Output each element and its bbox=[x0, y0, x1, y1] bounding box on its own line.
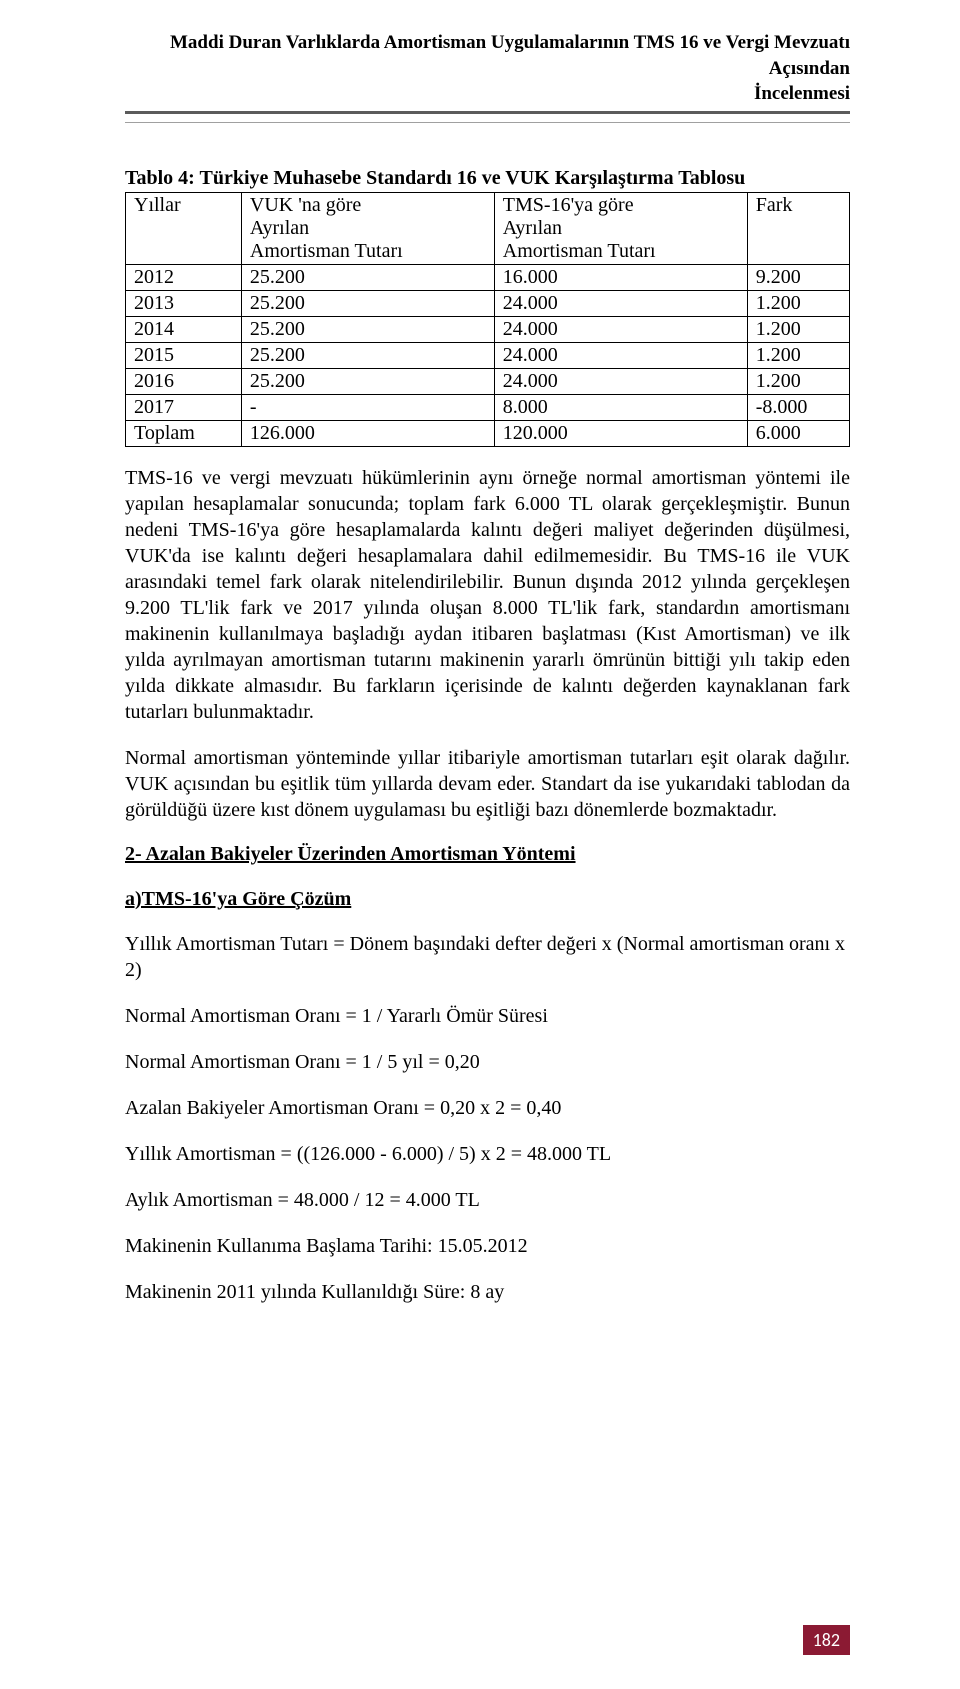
cell-fark: -8.000 bbox=[747, 394, 849, 420]
cell-fark: 1.200 bbox=[747, 342, 849, 368]
equation-line-6: Aylık Amortisman = 48.000 / 12 = 4.000 T… bbox=[125, 1187, 850, 1213]
col-header-vuk-l1: VUK 'na göre bbox=[250, 194, 361, 216]
running-header: Maddi Duran Varlıklarda Amortisman Uygul… bbox=[125, 30, 850, 114]
equation-line-5: Yıllık Amortisman = ((126.000 - 6.000) /… bbox=[125, 1141, 850, 1167]
equation-line-8: Makinenin 2011 yılında Kullanıldığı Süre… bbox=[125, 1279, 850, 1305]
cell-vuk: 25.200 bbox=[241, 264, 494, 290]
cell-tms: 24.000 bbox=[494, 316, 747, 342]
cell-year: 2017 bbox=[126, 394, 242, 420]
cell-tms: 24.000 bbox=[494, 290, 747, 316]
cell-year: 2013 bbox=[126, 290, 242, 316]
cell-year: 2014 bbox=[126, 316, 242, 342]
cell-year: Toplam bbox=[126, 420, 242, 446]
col-header-years-l1: Yıllar bbox=[134, 194, 181, 216]
equation-line-7: Makinenin Kullanıma Başlama Tarihi: 15.0… bbox=[125, 1233, 850, 1259]
col-header-tms-l1: TMS-16'ya göre bbox=[503, 194, 634, 216]
cell-tms: 16.000 bbox=[494, 264, 747, 290]
col-header-tms: TMS-16'ya göre Ayrılan Amortisman Tutarı bbox=[494, 192, 747, 264]
cell-vuk: - bbox=[241, 394, 494, 420]
cell-fark: 1.200 bbox=[747, 368, 849, 394]
col-header-fark: Fark bbox=[747, 192, 849, 264]
equation-line-1: Yıllık Amortisman Tutarı = Dönem başında… bbox=[125, 931, 850, 983]
cell-tms: 8.000 bbox=[494, 394, 747, 420]
equation-line-2: Normal Amortisman Oranı = 1 / Yararlı Öm… bbox=[125, 1003, 850, 1029]
page-number: 182 bbox=[803, 1625, 850, 1655]
equation-line-3: Normal Amortisman Oranı = 1 / 5 yıl = 0,… bbox=[125, 1049, 850, 1075]
col-header-years: Yıllar bbox=[126, 192, 242, 264]
table-row-total: Toplam 126.000 120.000 6.000 bbox=[126, 420, 850, 446]
running-header-text: Maddi Duran Varlıklarda Amortisman Uygul… bbox=[125, 30, 850, 107]
col-header-vuk-l2: Ayrılan bbox=[250, 217, 486, 240]
cell-vuk: 126.000 bbox=[241, 420, 494, 446]
cell-tms: 24.000 bbox=[494, 368, 747, 394]
cell-vuk: 25.200 bbox=[241, 342, 494, 368]
cell-year: 2015 bbox=[126, 342, 242, 368]
table-body: 2012 25.200 16.000 9.200 2013 25.200 24.… bbox=[126, 264, 850, 446]
table-row: 2012 25.200 16.000 9.200 bbox=[126, 264, 850, 290]
subsection-a-title: a)TMS-16'ya Göre Çözüm bbox=[125, 888, 850, 911]
table-row: 2015 25.200 24.000 1.200 bbox=[126, 342, 850, 368]
cell-vuk: 25.200 bbox=[241, 368, 494, 394]
paragraph-2: Normal amortisman yönteminde yıllar itib… bbox=[125, 745, 850, 823]
col-header-vuk: VUK 'na göre Ayrılan Amortisman Tutarı bbox=[241, 192, 494, 264]
paragraph-1: TMS-16 ve vergi mevzuatı hükümlerinin ay… bbox=[125, 465, 850, 725]
table-caption: Tablo 4: Türkiye Muhasebe Standardı 16 v… bbox=[125, 167, 850, 190]
header-subrule bbox=[125, 120, 850, 123]
section-2-title: 2- Azalan Bakiyeler Üzerinden Amortisman… bbox=[125, 843, 850, 866]
col-header-tms-l2: Ayrılan bbox=[503, 217, 739, 240]
table-header-row: Yıllar VUK 'na göre Ayrılan Amortisman T… bbox=[126, 192, 850, 264]
cell-year: 2016 bbox=[126, 368, 242, 394]
table-row: 2013 25.200 24.000 1.200 bbox=[126, 290, 850, 316]
cell-tms: 24.000 bbox=[494, 342, 747, 368]
cell-fark: 1.200 bbox=[747, 290, 849, 316]
equation-line-4: Azalan Bakiyeler Amortisman Oranı = 0,20… bbox=[125, 1095, 850, 1121]
col-header-fark-l1: Fark bbox=[756, 194, 793, 216]
col-header-tms-l3: Amortisman Tutarı bbox=[503, 240, 739, 263]
table-row: 2017 - 8.000 -8.000 bbox=[126, 394, 850, 420]
table-head: Yıllar VUK 'na göre Ayrılan Amortisman T… bbox=[126, 192, 850, 264]
cell-vuk: 25.200 bbox=[241, 316, 494, 342]
table-row: 2014 25.200 24.000 1.200 bbox=[126, 316, 850, 342]
cell-fark: 9.200 bbox=[747, 264, 849, 290]
col-header-vuk-l3: Amortisman Tutarı bbox=[250, 240, 486, 263]
cell-vuk: 25.200 bbox=[241, 290, 494, 316]
running-header-line2: İncelenmesi bbox=[125, 81, 850, 107]
comparison-table: Yıllar VUK 'na göre Ayrılan Amortisman T… bbox=[125, 192, 850, 447]
cell-fark: 1.200 bbox=[747, 316, 849, 342]
cell-year: 2012 bbox=[126, 264, 242, 290]
cell-tms: 120.000 bbox=[494, 420, 747, 446]
page: Maddi Duran Varlıklarda Amortisman Uygul… bbox=[0, 0, 960, 1689]
cell-fark: 6.000 bbox=[747, 420, 849, 446]
table-row: 2016 25.200 24.000 1.200 bbox=[126, 368, 850, 394]
running-header-line1: Maddi Duran Varlıklarda Amortisman Uygul… bbox=[170, 32, 850, 79]
